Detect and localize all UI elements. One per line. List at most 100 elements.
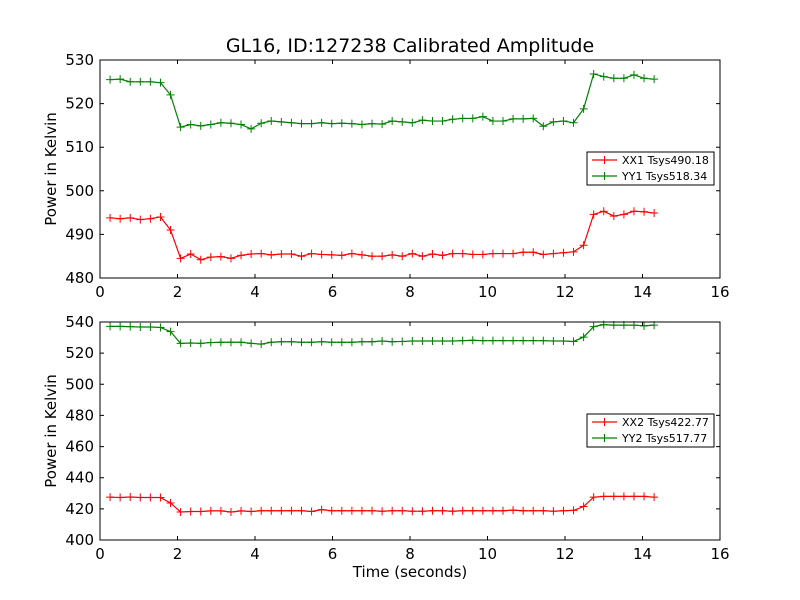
data-point [136, 77, 145, 86]
data-point [186, 339, 195, 348]
data-point [156, 493, 165, 502]
data-point [569, 247, 578, 256]
legend-label: YY1 Tsys518.34 [621, 170, 707, 183]
data-point [136, 322, 145, 331]
data-point [347, 119, 356, 128]
y-tick-label: 520 [65, 344, 94, 362]
x-tick-label: 14 [633, 283, 652, 301]
y-tick-label: 510 [65, 138, 94, 156]
data-point [146, 214, 155, 223]
data-point [398, 252, 407, 261]
data-point [368, 337, 377, 346]
data-point [448, 115, 457, 124]
data-point [267, 506, 276, 515]
data-point [337, 251, 346, 260]
data-point [458, 114, 467, 123]
data-point [529, 114, 538, 123]
y-tick-label: 420 [65, 500, 94, 518]
data-point [247, 507, 256, 516]
data-point [106, 493, 115, 502]
data-point [448, 507, 457, 516]
data-point [146, 493, 155, 502]
data-point [216, 252, 225, 261]
data-point [267, 117, 276, 126]
data-point [619, 74, 628, 83]
data-point [317, 250, 326, 259]
legend-marker [600, 156, 609, 164]
data-point [408, 249, 417, 258]
data-point [488, 117, 497, 126]
x-tick-label: 0 [95, 545, 105, 563]
data-point [368, 119, 377, 128]
data-point [428, 336, 437, 345]
data-point [559, 506, 568, 515]
data-point [629, 207, 638, 216]
data-point [287, 337, 296, 346]
data-point [257, 340, 266, 349]
data-point [438, 506, 447, 515]
data-point [267, 250, 276, 259]
data-point [640, 207, 649, 216]
data-point [418, 252, 427, 261]
data-point [519, 248, 528, 257]
data-point [619, 210, 628, 219]
figure-title: GL16, ID:127238 Calibrated Amplitude [226, 35, 594, 57]
data-point [418, 116, 427, 125]
y-tick-label: 540 [65, 313, 94, 331]
data-point [136, 493, 145, 502]
data-point [146, 322, 155, 331]
data-point [347, 338, 356, 347]
data-point [327, 119, 336, 128]
data-point [206, 253, 215, 262]
data-point [458, 506, 467, 515]
data-point [640, 321, 649, 330]
data-point [589, 493, 598, 502]
data-point [589, 69, 598, 78]
data-point [378, 252, 387, 261]
data-point [458, 249, 467, 258]
data-point [569, 337, 578, 346]
data-point [448, 249, 457, 258]
data-point [226, 338, 235, 347]
data-point [307, 119, 316, 128]
data-point [529, 248, 538, 257]
data-point [226, 254, 235, 263]
data-point [448, 336, 457, 345]
data-point [378, 336, 387, 345]
data-point [116, 75, 125, 84]
x-tick-label: 10 [478, 283, 497, 301]
data-point [257, 249, 266, 258]
data-point [307, 507, 316, 516]
data-point [337, 506, 346, 515]
data-point [196, 121, 205, 130]
data-point [438, 251, 447, 260]
data-point [539, 506, 548, 515]
data-point [277, 117, 286, 126]
data-point [287, 118, 296, 127]
data-point [206, 338, 215, 347]
data-point [226, 507, 235, 516]
legend-box [586, 413, 715, 448]
x-tick-label: 2 [173, 283, 183, 301]
data-point [186, 250, 195, 259]
legend-box [586, 151, 715, 186]
data-point [499, 249, 507, 258]
data-point [519, 114, 528, 123]
x-tick-label: 14 [633, 545, 652, 563]
data-point [347, 249, 356, 258]
legend: XX2 Tsys422.77 YY2 Tsys517.77 [586, 413, 715, 448]
x-tick-label: 10 [478, 545, 497, 563]
y-axis-label: Power in Kelvin [42, 112, 60, 226]
legend-marker [600, 434, 609, 442]
data-point [599, 492, 608, 501]
top-plot: 0 2 4 6 8 10 12 14 16 480 490 500 510 520 530 Power in … [42, 51, 730, 301]
x-tick-label: 16 [710, 545, 729, 563]
x-tick-label: 16 [710, 283, 729, 301]
data-point [640, 74, 649, 83]
data-point [438, 117, 447, 126]
data-point [579, 502, 588, 511]
data-point [337, 119, 346, 128]
data-point [539, 250, 548, 259]
data-point [579, 333, 588, 342]
data-point [579, 241, 588, 250]
